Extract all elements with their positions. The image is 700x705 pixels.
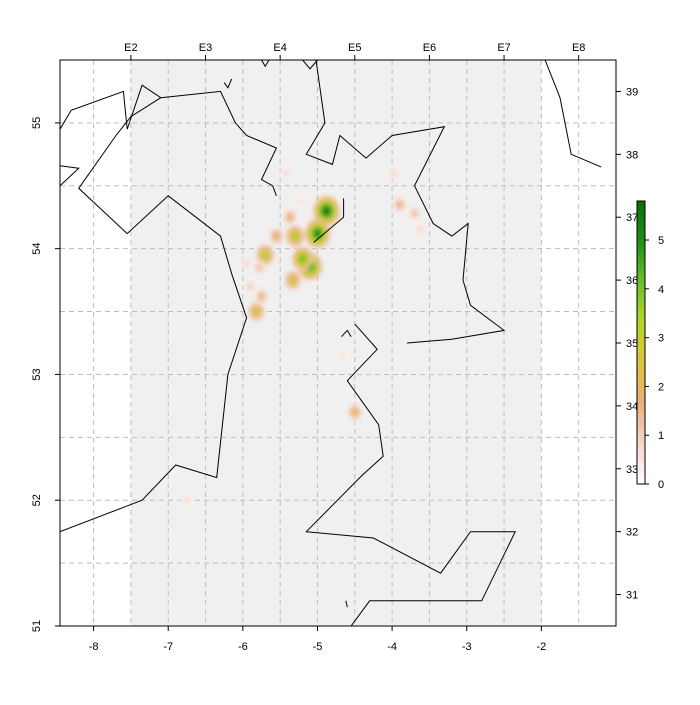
x-tick-label: -5 bbox=[313, 641, 323, 653]
coastline bbox=[60, 165, 80, 187]
density-hotspot bbox=[392, 171, 395, 175]
ices-row-label: 38 bbox=[626, 149, 638, 161]
x-tick-label: -3 bbox=[462, 641, 472, 653]
coastline bbox=[313, 198, 345, 243]
y-tick-label: 54 bbox=[31, 243, 43, 255]
legend-tick-label: 2 bbox=[658, 381, 664, 393]
density-hotspot bbox=[352, 410, 357, 415]
legend-tick-label: 3 bbox=[658, 333, 664, 345]
coastline bbox=[160, 90, 278, 196]
legend-tick-label: 1 bbox=[658, 430, 664, 442]
coastline bbox=[261, 60, 270, 68]
density-hotspot bbox=[340, 354, 344, 358]
x-tick-label: -4 bbox=[387, 641, 397, 653]
ices-row-label: 35 bbox=[626, 338, 638, 350]
ices-row-label: 36 bbox=[626, 275, 638, 287]
y-tick-label: 53 bbox=[31, 368, 43, 380]
density-hotspot bbox=[290, 277, 296, 283]
x-tick-label: -6 bbox=[238, 641, 248, 653]
coastline bbox=[305, 323, 516, 626]
x-tick-label: -7 bbox=[163, 641, 173, 653]
legend-colorbar bbox=[636, 200, 646, 485]
density-hotspot bbox=[412, 211, 417, 216]
density-hotspot bbox=[248, 284, 252, 289]
y-tick-label: 51 bbox=[31, 620, 43, 632]
legend-tick-label: 5 bbox=[658, 235, 664, 247]
density-hotspot bbox=[254, 309, 259, 315]
density-hotspot bbox=[323, 207, 330, 215]
ices-row-label: 32 bbox=[626, 527, 638, 539]
density-hotspot bbox=[299, 255, 306, 262]
coastline bbox=[305, 60, 506, 344]
coastline bbox=[341, 329, 352, 338]
density-hotspot bbox=[274, 233, 279, 239]
ices-row-label: 37 bbox=[626, 212, 638, 224]
legend-tick-label: 0 bbox=[658, 479, 664, 491]
ices-column-label: E7 bbox=[497, 42, 510, 54]
y-tick-label: 55 bbox=[31, 117, 43, 129]
density-hotspot bbox=[245, 262, 248, 266]
density-hotspot bbox=[259, 294, 264, 299]
density-hotspot bbox=[262, 252, 268, 258]
axes: -8 -7 -6 -5 -4 -3 -2 51 52 53 54 55 E2 E3 E4 E5 E6 E7 E8 31… bbox=[31, 42, 638, 653]
coastline bbox=[302, 60, 318, 70]
y-tick-label: 52 bbox=[31, 494, 43, 506]
ices-column-label: E6 bbox=[423, 42, 436, 54]
plot-area bbox=[60, 60, 616, 626]
x-tick-label: -8 bbox=[89, 641, 99, 653]
coastline bbox=[544, 60, 602, 168]
coastline bbox=[60, 84, 248, 533]
ices-row-label: 33 bbox=[626, 464, 638, 476]
density-hotspot bbox=[419, 228, 422, 232]
density-hotspot bbox=[314, 229, 321, 238]
density-layer bbox=[181, 166, 427, 507]
ices-column-label: E8 bbox=[572, 42, 585, 54]
density-hotspot bbox=[299, 199, 303, 203]
ices-row-label: 34 bbox=[626, 401, 638, 413]
ices-column-label: E4 bbox=[273, 42, 286, 54]
coastline bbox=[223, 78, 233, 89]
ices-column-label: E2 bbox=[124, 42, 137, 54]
ices-column-label: E3 bbox=[199, 42, 212, 54]
density-hotspot bbox=[284, 171, 288, 175]
ices-row-label: 39 bbox=[626, 86, 638, 98]
x-tick-label: -2 bbox=[536, 641, 546, 653]
ices-column-label: E5 bbox=[348, 42, 361, 54]
density-hotspot bbox=[397, 202, 402, 207]
ices-row-label: 31 bbox=[626, 590, 638, 602]
legend: 0 1 2 3 4 5 bbox=[636, 200, 664, 491]
density-hotspot bbox=[292, 233, 298, 239]
coastline bbox=[345, 600, 348, 608]
density-hotspot bbox=[288, 215, 292, 220]
density-hotspot bbox=[257, 265, 261, 270]
shaded-region bbox=[130, 60, 542, 626]
legend-tick-label: 4 bbox=[658, 284, 664, 296]
density-hotspot bbox=[185, 498, 189, 502]
